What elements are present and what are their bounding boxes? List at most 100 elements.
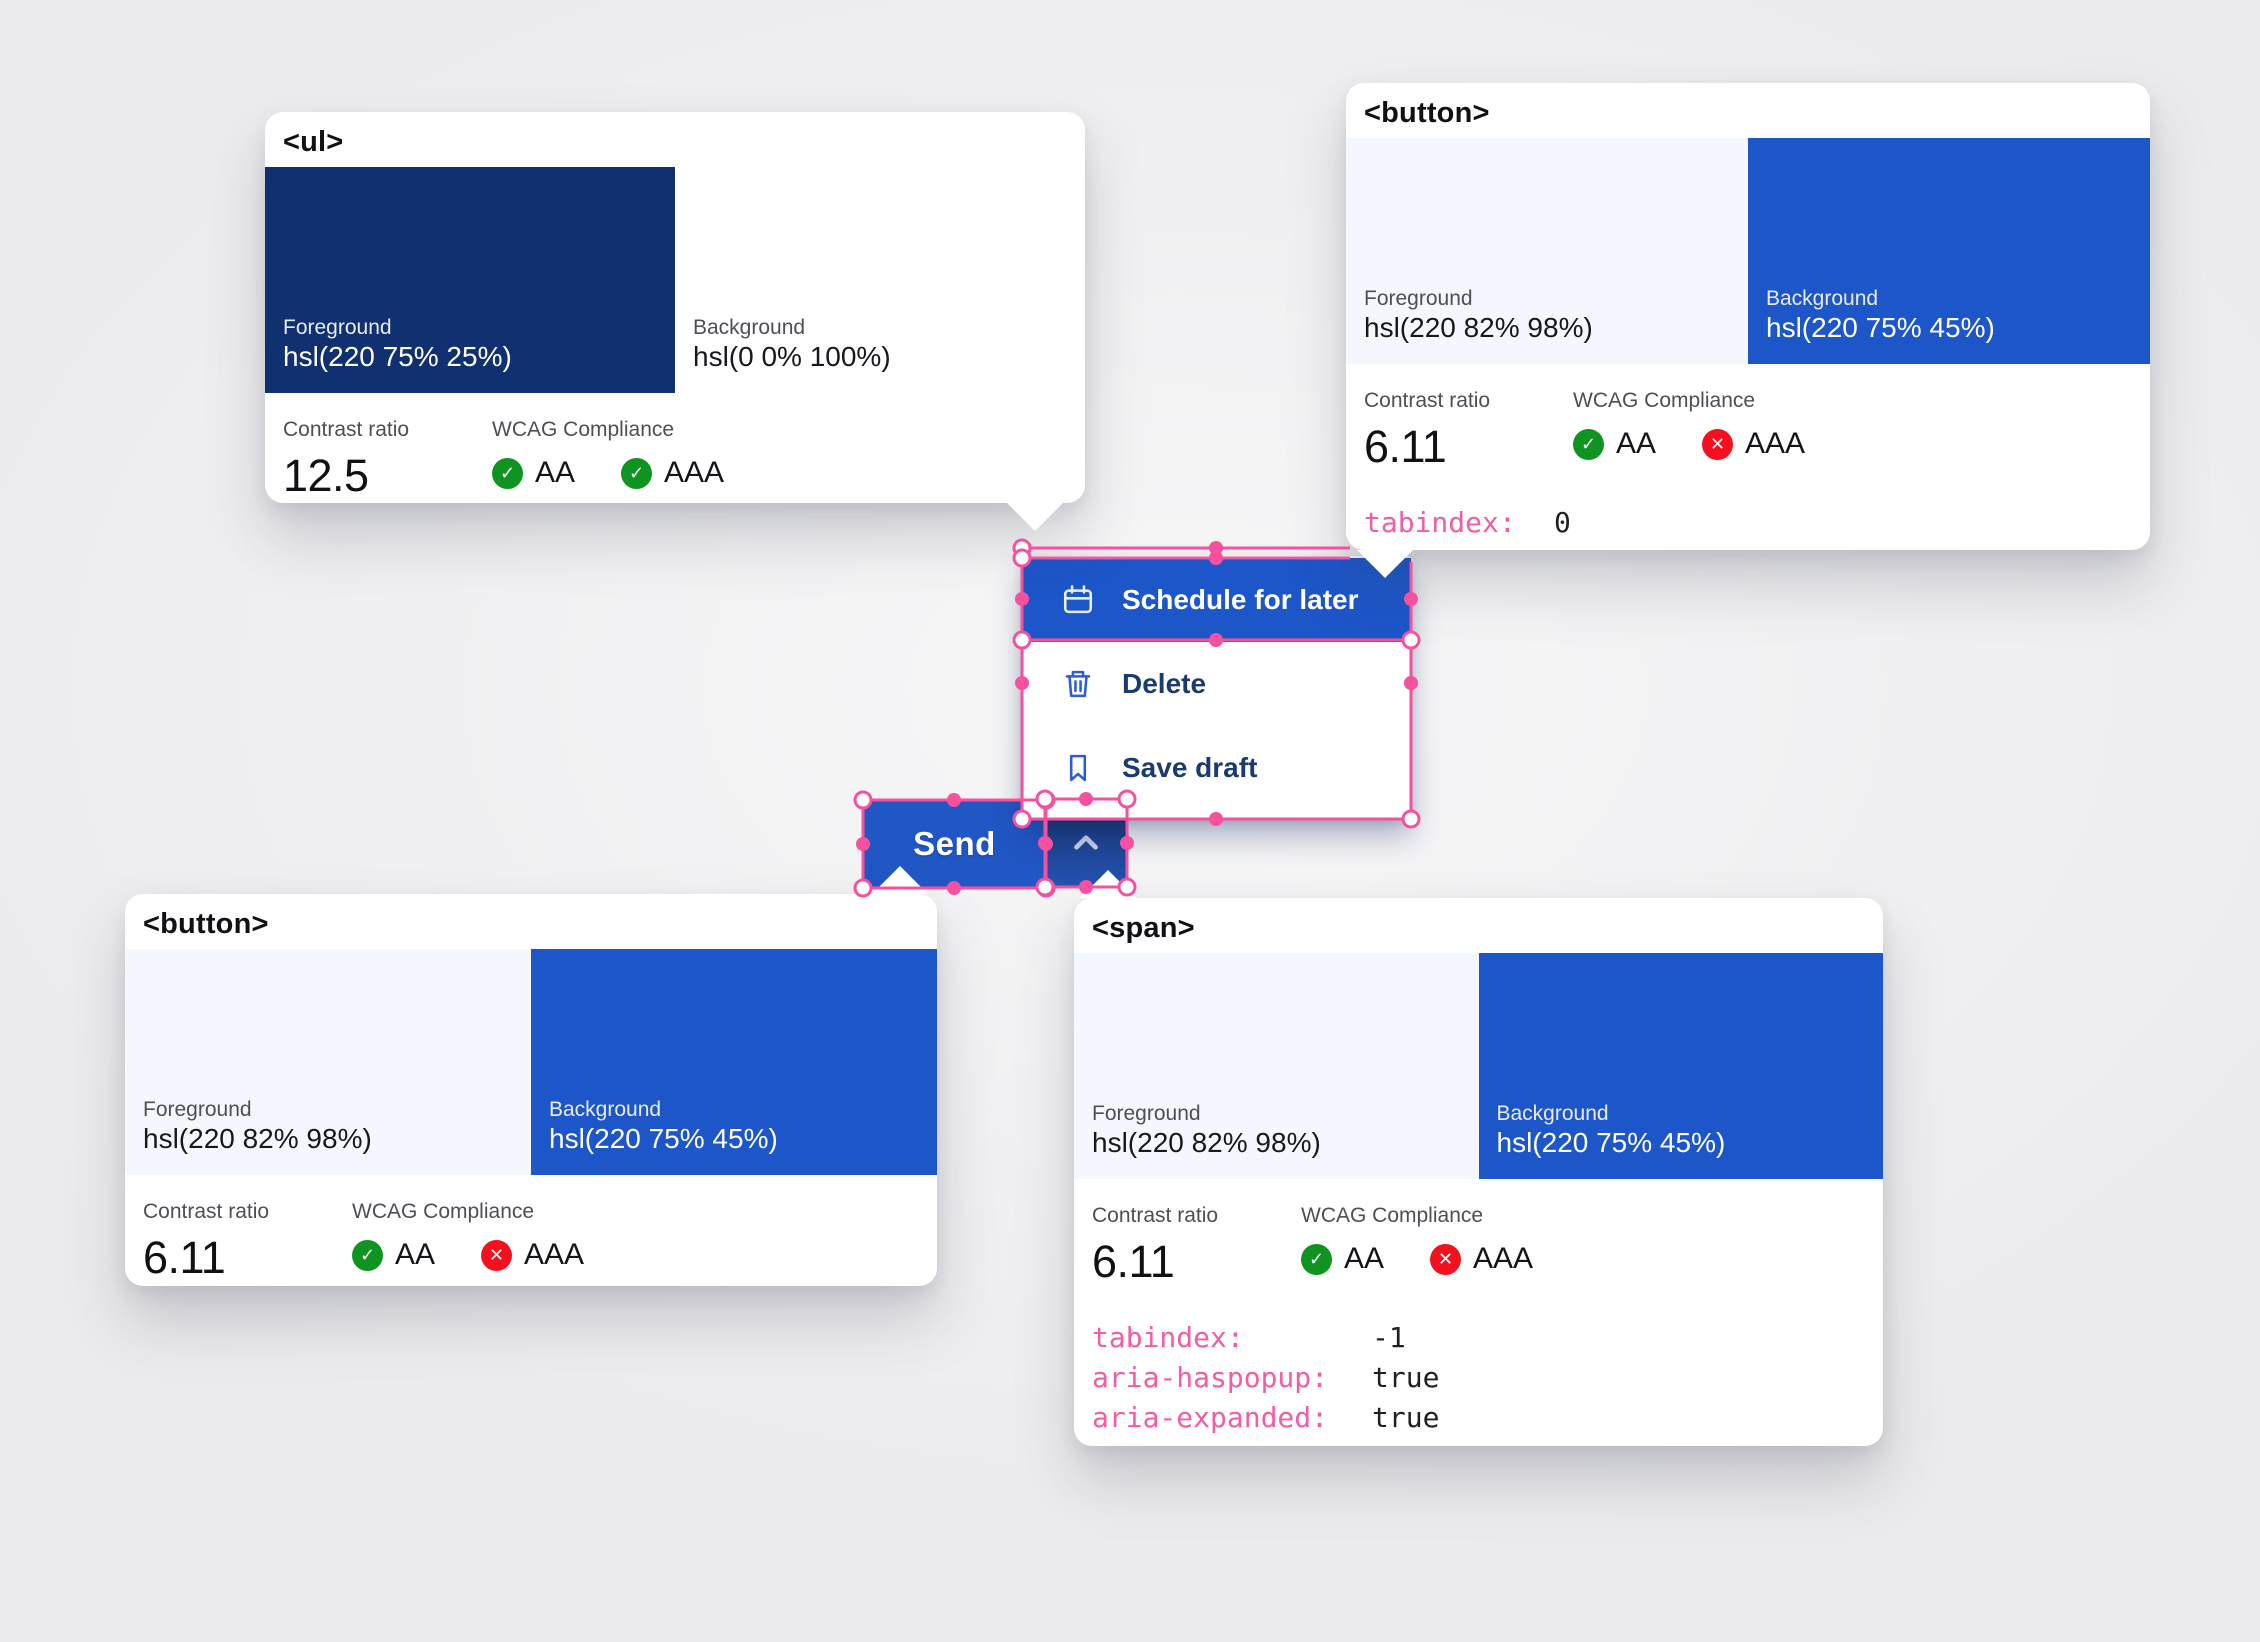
chevron-up-icon bbox=[1067, 824, 1105, 862]
menu-item-delete[interactable]: Delete bbox=[1022, 642, 1411, 726]
selection-handle[interactable] bbox=[1012, 538, 1032, 558]
menu-item-save-draft[interactable]: Save draft bbox=[1022, 726, 1411, 810]
tooltip-tail bbox=[1357, 550, 1413, 578]
foreground-label: Foreground bbox=[283, 316, 392, 339]
background-swatch: Background hsl(0 0% 100%) bbox=[675, 167, 1085, 393]
aaa-label: AAA bbox=[524, 1238, 585, 1271]
send-button-label: Send bbox=[913, 825, 996, 862]
metrics-row: Contrast ratio 6.11 WCAG Compliance ✓ AA… bbox=[1092, 1204, 1865, 1288]
attribute-name: aria-haspopup: bbox=[1092, 1361, 1329, 1394]
metrics-row: Contrast ratio 6.11 WCAG Compliance ✓ AA… bbox=[143, 1200, 919, 1284]
attribute-name: aria-expanded: bbox=[1092, 1401, 1329, 1434]
tooltip-tail bbox=[1007, 503, 1063, 531]
aaa-label: AAA bbox=[1745, 427, 1806, 460]
background-swatch: Background hsl(220 75% 45%) bbox=[531, 949, 937, 1175]
wcag-compliance-label: WCAG Compliance bbox=[492, 418, 675, 441]
bookmark-icon bbox=[1060, 750, 1096, 786]
foreground-value: hsl(220 82% 98%) bbox=[1364, 312, 1593, 343]
background-label: Background bbox=[1766, 287, 1879, 310]
aa-status-badge: ✓ bbox=[352, 1239, 383, 1271]
attribute-value: true bbox=[1372, 1401, 1440, 1434]
contrast-ratio-label: Contrast ratio bbox=[1092, 1204, 1219, 1227]
color-swatches: Foreground hsl(220 82% 98%) Background h… bbox=[1346, 138, 2150, 364]
aria-attributes: tabindex: 0 bbox=[1364, 503, 1571, 543]
attribute-row: aria-haspopup: true bbox=[1092, 1358, 1439, 1398]
contrast-ratio-value: 6.11 bbox=[1364, 421, 1447, 472]
aaa-label: AAA bbox=[1473, 1242, 1534, 1275]
metrics-row: Contrast ratio 12.5 WCAG Compliance ✓ AA… bbox=[283, 418, 1067, 502]
contrast-tooltip-ul: <ul> Foreground hsl(220 75% 25%) Backgro… bbox=[265, 112, 1085, 503]
aaa-status-badge: ✕ bbox=[1430, 1243, 1462, 1275]
foreground-swatch: Foreground hsl(220 82% 98%) bbox=[1074, 953, 1479, 1179]
background-label: Background bbox=[1496, 1102, 1609, 1125]
contrast-tooltip-toggle-span: <span> Foreground hsl(220 82% 98%) Backg… bbox=[1074, 898, 1883, 1446]
aaa-status-badge: ✓ bbox=[621, 457, 653, 489]
aa-status-badge: ✓ bbox=[1301, 1243, 1332, 1275]
attribute-value: -1 bbox=[1372, 1321, 1406, 1354]
foreground-label: Foreground bbox=[1364, 287, 1473, 310]
foreground-value: hsl(220 75% 25%) bbox=[283, 341, 512, 372]
aa-status-badge: ✓ bbox=[492, 457, 523, 489]
contrast-ratio-label: Contrast ratio bbox=[143, 1200, 270, 1223]
trash-icon bbox=[1060, 666, 1096, 702]
aaa-status-badge: ✕ bbox=[1702, 428, 1734, 460]
aa-label: AA bbox=[535, 456, 576, 489]
attribute-value: 0 bbox=[1554, 506, 1571, 539]
color-swatches: Foreground hsl(220 82% 98%) Background h… bbox=[125, 949, 937, 1175]
background-value: hsl(220 75% 45%) bbox=[1766, 312, 1995, 343]
background-label: Background bbox=[693, 316, 806, 339]
background-value: hsl(220 75% 45%) bbox=[1496, 1127, 1726, 1158]
foreground-swatch: Foreground hsl(220 75% 25%) bbox=[265, 167, 675, 393]
foreground-label: Foreground bbox=[1092, 1102, 1201, 1125]
background-label: Background bbox=[549, 1098, 662, 1121]
send-options-menu: Schedule for later Delete Save draft bbox=[1022, 556, 1411, 819]
foreground-label: Foreground bbox=[143, 1098, 252, 1121]
element-tag: <span> bbox=[1092, 912, 1195, 944]
contrast-ratio-value: 6.11 bbox=[143, 1232, 226, 1283]
contrast-tooltip-send-button: <button> Foreground hsl(220 82% 98%) Bac… bbox=[125, 894, 937, 1286]
aria-attributes: tabindex: -1 aria-haspopup: true aria-ex… bbox=[1092, 1318, 1439, 1438]
background-value: hsl(0 0% 100%) bbox=[693, 341, 891, 372]
foreground-swatch: Foreground hsl(220 82% 98%) bbox=[125, 949, 531, 1175]
aaa-status-badge: ✕ bbox=[481, 1239, 513, 1271]
wcag-compliance-label: WCAG Compliance bbox=[1301, 1204, 1484, 1227]
aa-label: AA bbox=[395, 1238, 436, 1271]
foreground-value: hsl(220 82% 98%) bbox=[1092, 1127, 1321, 1158]
aa-status-badge: ✓ bbox=[1573, 428, 1604, 460]
color-swatches: Foreground hsl(220 75% 25%) Background h… bbox=[265, 167, 1085, 393]
aa-label: AA bbox=[1616, 427, 1657, 460]
attribute-value: true bbox=[1372, 1361, 1440, 1394]
contrast-ratio-label: Contrast ratio bbox=[283, 418, 410, 441]
menu-item-label: Delete bbox=[1122, 668, 1207, 699]
tooltip-tail bbox=[1080, 870, 1136, 898]
attribute-row: aria-expanded: true bbox=[1092, 1398, 1439, 1438]
element-tag: <button> bbox=[1364, 97, 1490, 129]
wcag-compliance-label: WCAG Compliance bbox=[352, 1200, 535, 1223]
background-swatch: Background hsl(220 75% 45%) bbox=[1748, 138, 2150, 364]
calendar-icon bbox=[1060, 582, 1096, 618]
contrast-ratio-label: Contrast ratio bbox=[1364, 389, 1491, 412]
contrast-ratio-value: 12.5 bbox=[283, 450, 369, 501]
selection-handle[interactable] bbox=[1209, 541, 1223, 555]
contrast-ratio-value: 6.11 bbox=[1092, 1236, 1175, 1287]
wcag-compliance-label: WCAG Compliance bbox=[1573, 389, 1756, 412]
background-swatch: Background hsl(220 75% 45%) bbox=[1478, 953, 1883, 1179]
aaa-label: AAA bbox=[664, 456, 725, 489]
element-tag: <button> bbox=[143, 908, 269, 940]
tooltip-tail bbox=[872, 866, 928, 894]
attribute-row: tabindex: 0 bbox=[1364, 503, 1571, 543]
element-tag: <ul> bbox=[283, 126, 344, 158]
foreground-swatch: Foreground hsl(220 82% 98%) bbox=[1346, 138, 1748, 364]
attribute-name: tabindex: bbox=[1364, 506, 1516, 539]
aa-label: AA bbox=[1344, 1242, 1385, 1275]
foreground-value: hsl(220 82% 98%) bbox=[143, 1123, 372, 1154]
metrics-row: Contrast ratio 6.11 WCAG Compliance ✓ AA… bbox=[1364, 389, 2132, 473]
attribute-row: tabindex: -1 bbox=[1092, 1318, 1439, 1358]
attribute-name: tabindex: bbox=[1092, 1321, 1244, 1354]
menu-item-schedule-for-later[interactable]: Schedule for later bbox=[1022, 558, 1411, 642]
color-swatches: Foreground hsl(220 82% 98%) Background h… bbox=[1074, 953, 1883, 1179]
background-value: hsl(220 75% 45%) bbox=[549, 1123, 778, 1154]
contrast-tooltip-menu-button: <button> Foreground hsl(220 82% 98%) Bac… bbox=[1346, 83, 2150, 550]
menu-item-label: Save draft bbox=[1122, 752, 1258, 783]
menu-item-label: Schedule for later bbox=[1122, 584, 1359, 615]
